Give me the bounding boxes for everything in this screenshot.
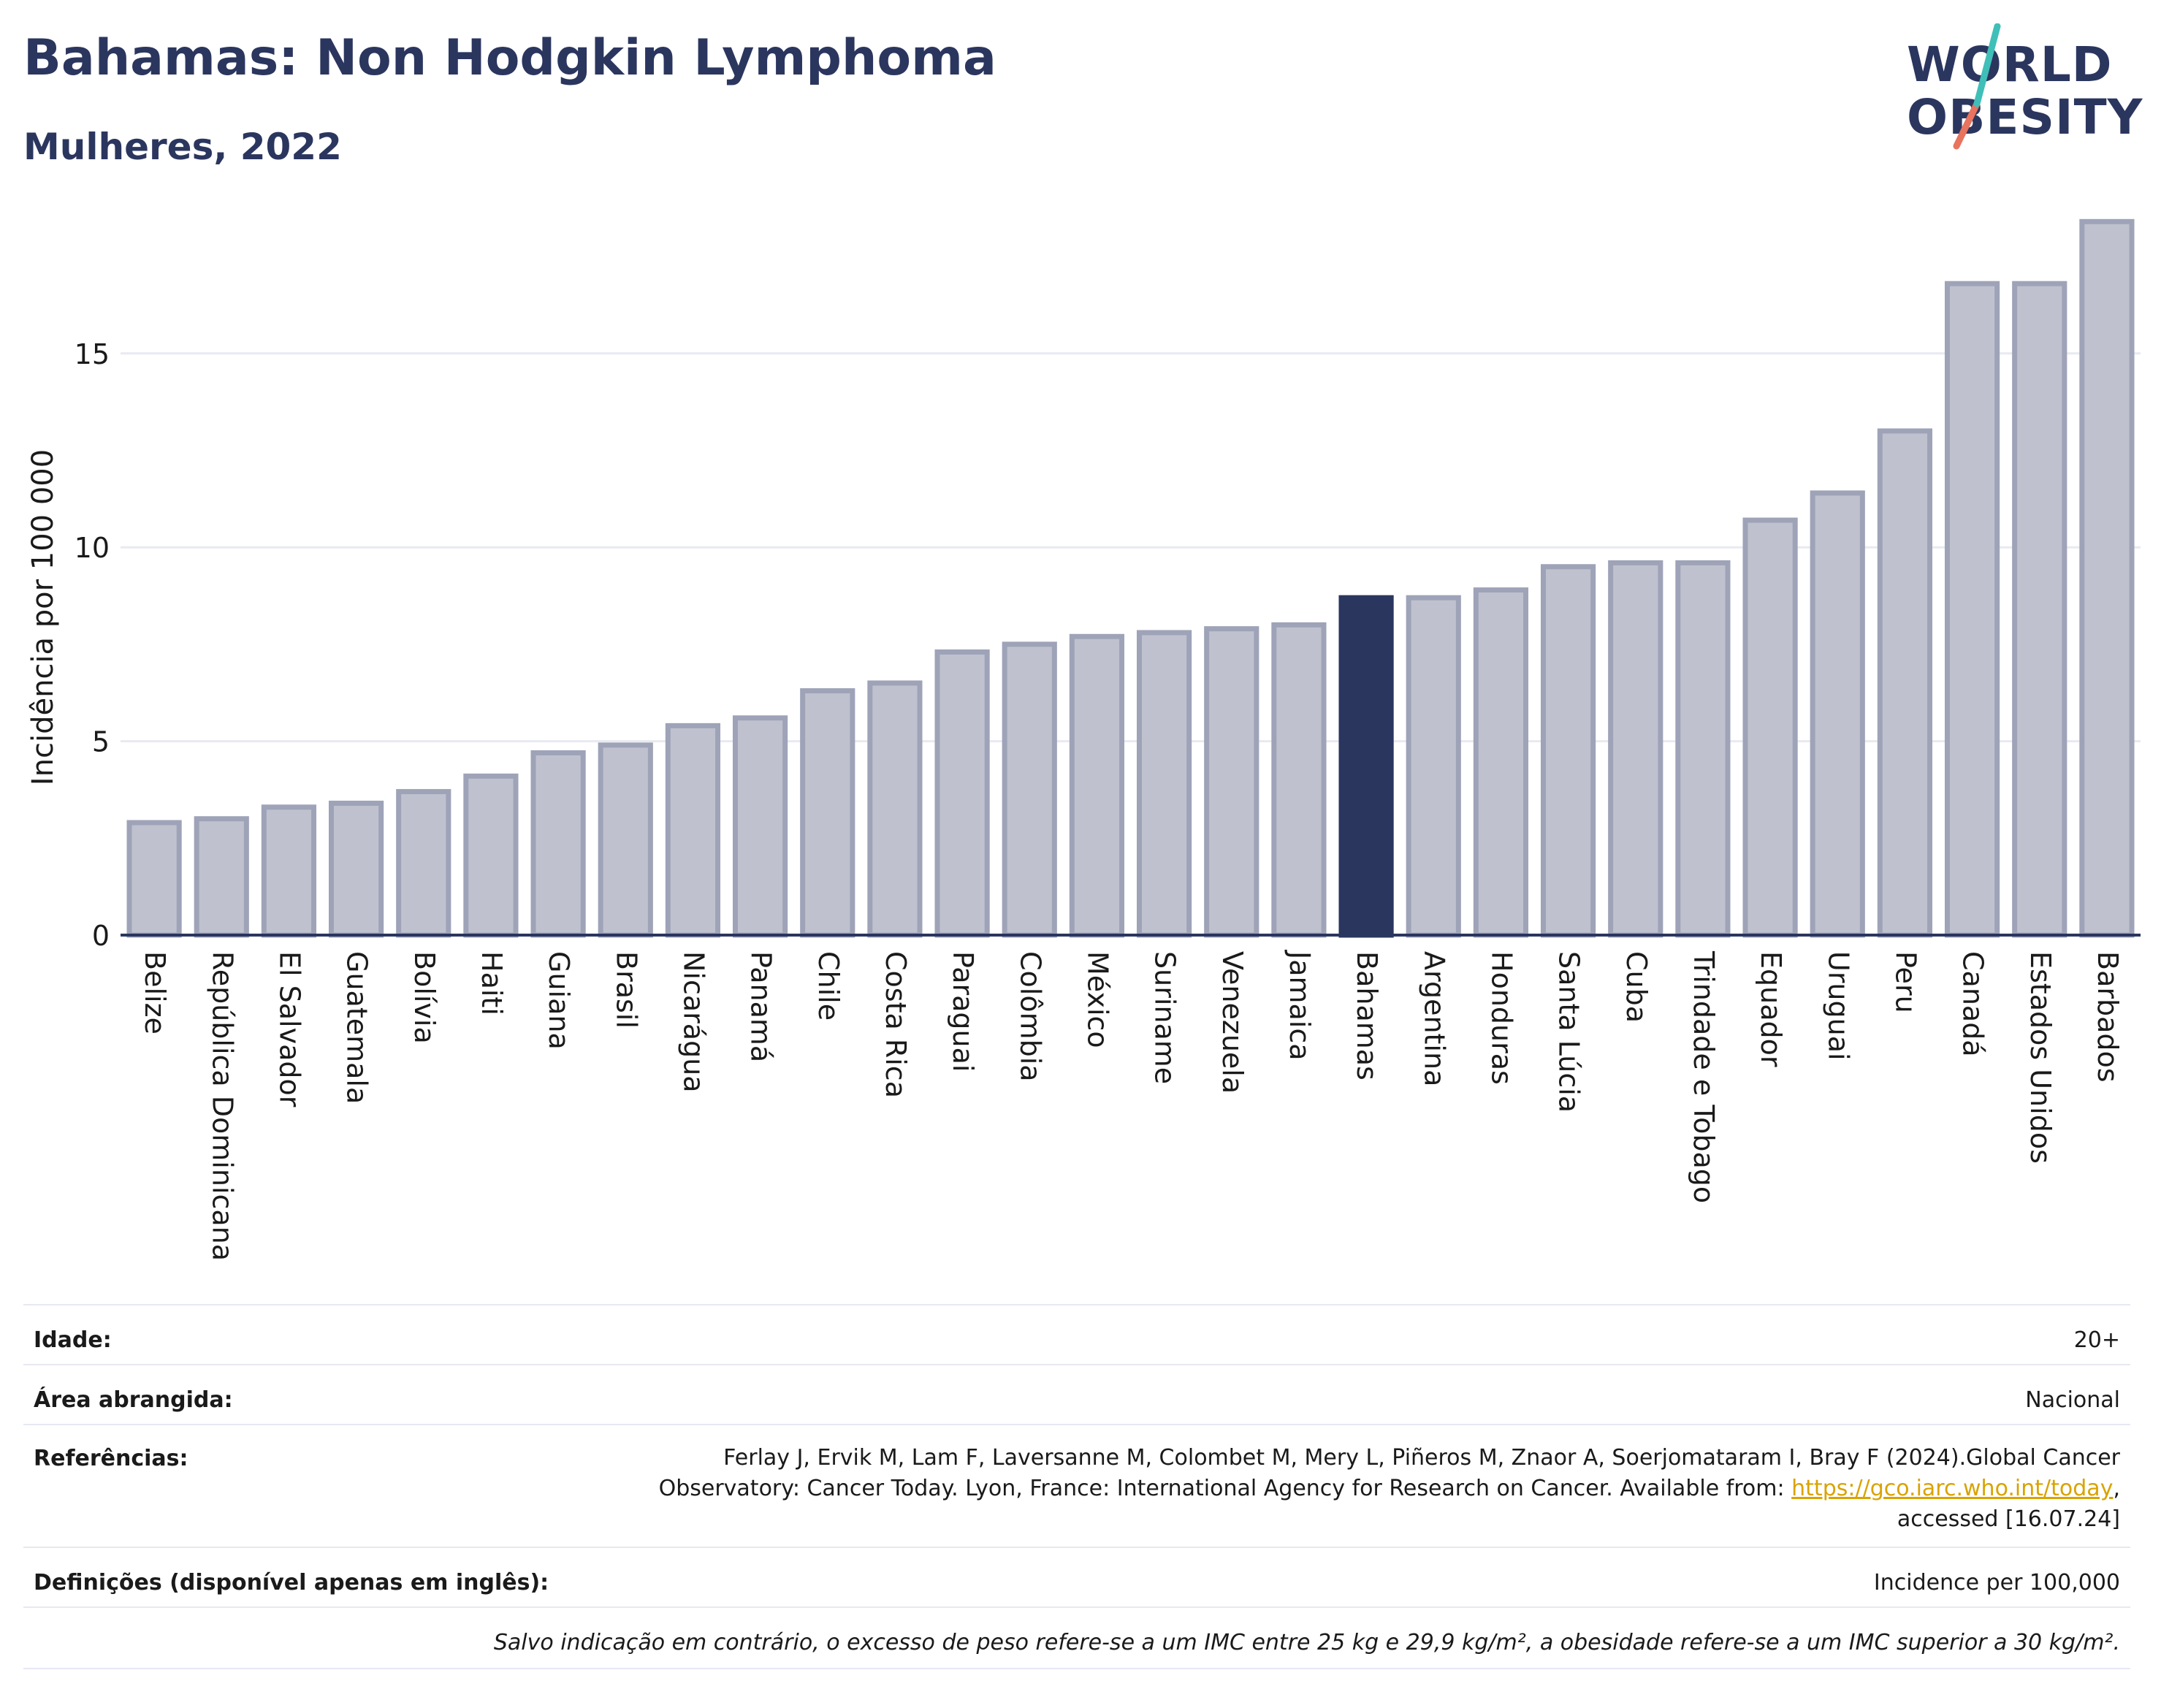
x-tick-label: Suriname bbox=[1149, 951, 1181, 1084]
world-obesity-logo: WORLD OBESITY bbox=[1907, 23, 2148, 155]
y-axis-label: Incidência por 100 000 bbox=[26, 449, 60, 785]
metadata-table: Idade: 20+ Área abrangida: Nacional Refe… bbox=[23, 1304, 2130, 1684]
y-tick-label: 0 bbox=[92, 920, 110, 952]
x-tick-label: Paraguai bbox=[947, 951, 979, 1072]
x-tick-label: Barbados bbox=[2092, 951, 2124, 1083]
age-value: 20+ bbox=[2073, 1327, 2120, 1353]
bar bbox=[2079, 218, 2135, 938]
references-value: Ferlay J, Ervik M, Lam F, Laversanne M, … bbox=[586, 1443, 2120, 1535]
bar bbox=[1069, 633, 1125, 938]
x-tick-label: Colômbia bbox=[1014, 951, 1046, 1082]
page-title: Bahamas: Non Hodgkin Lymphoma bbox=[23, 29, 996, 87]
bar bbox=[194, 816, 249, 938]
meta-row-references: Referências: Ferlay J, Ervik M, Lam F, L… bbox=[23, 1424, 2130, 1548]
bar bbox=[598, 742, 653, 938]
bar bbox=[1608, 560, 1663, 938]
x-tick-label: Trindade e Tobago bbox=[1688, 950, 1720, 1203]
bar bbox=[934, 649, 990, 938]
x-tick-label: Panamá bbox=[745, 951, 777, 1062]
bar bbox=[1742, 517, 1798, 938]
bar bbox=[1675, 560, 1731, 938]
bar bbox=[867, 680, 923, 938]
x-tick-label: Bolívia bbox=[408, 951, 441, 1044]
x-tick-label: Chile bbox=[812, 951, 845, 1021]
x-tick-label: Costa Rica bbox=[880, 951, 912, 1098]
bar bbox=[665, 723, 721, 938]
x-tick-label: Argentina bbox=[1418, 951, 1450, 1086]
bar bbox=[328, 801, 384, 938]
meta-row-age: Idade: 20+ bbox=[23, 1304, 2130, 1365]
x-tick-label: Equador bbox=[1755, 951, 1787, 1067]
bar bbox=[126, 820, 182, 938]
y-tick-label: 5 bbox=[92, 726, 110, 758]
bar bbox=[2012, 281, 2067, 938]
x-tick-label: México bbox=[1081, 951, 1113, 1048]
meta-row-definitions: Definições (disponível apenas em inglês)… bbox=[23, 1547, 2130, 1608]
bar bbox=[1406, 595, 1461, 938]
definitions-value: Incidence per 100,000 bbox=[1873, 1570, 2120, 1595]
x-tick-label: República Dominicana bbox=[206, 951, 238, 1261]
age-label: Idade: bbox=[34, 1327, 112, 1353]
x-tick-label: Honduras bbox=[1485, 951, 1517, 1085]
footnote: Salvo indicação em contrário, o excesso … bbox=[493, 1630, 2120, 1655]
logo-slash-icon bbox=[1953, 23, 2001, 150]
bar bbox=[1810, 490, 1865, 938]
x-tick-label: Belize bbox=[139, 951, 171, 1034]
bar bbox=[1271, 622, 1327, 938]
x-tick-label: Bahamas bbox=[1351, 951, 1383, 1080]
bar bbox=[732, 715, 788, 938]
bar bbox=[1877, 428, 1933, 938]
logo-line-1: WORLD bbox=[1907, 37, 2113, 93]
x-tick-label: Estados Unidos bbox=[2024, 951, 2057, 1164]
logo-line-2: OBESITY bbox=[1907, 89, 2143, 145]
definitions-label: Definições (disponível apenas em inglês)… bbox=[34, 1570, 549, 1595]
page-subtitle: Mulheres, 2022 bbox=[23, 126, 342, 168]
bar bbox=[1002, 641, 1057, 938]
y-tick-label: 10 bbox=[75, 532, 110, 564]
x-tick-label: Peru bbox=[1889, 951, 1921, 1013]
x-tick-label: Santa Lúcia bbox=[1553, 951, 1585, 1113]
bar bbox=[530, 750, 586, 938]
x-tick-label: Haiti bbox=[476, 951, 508, 1015]
references-line-3: accessed [16.07.24] bbox=[1897, 1506, 2120, 1532]
bar bbox=[800, 688, 855, 938]
y-tick-label: 15 bbox=[75, 338, 110, 370]
x-tick-label: Canadá bbox=[1957, 951, 1989, 1057]
references-link[interactable]: https://gco.iarc.who.int/today bbox=[1791, 1476, 2114, 1501]
x-tick-label: Brasil bbox=[610, 951, 642, 1029]
x-tick-label: Guatemala bbox=[341, 951, 373, 1104]
x-tick-label: Jamaica bbox=[1284, 950, 1316, 1061]
area-label: Área abrangida: bbox=[34, 1387, 233, 1413]
references-line-1: Ferlay J, Ervik M, Lam F, Laversanne M, … bbox=[723, 1445, 2120, 1471]
bar bbox=[1338, 595, 1394, 938]
bar bbox=[1944, 281, 2000, 938]
area-value: Nacional bbox=[2025, 1387, 2120, 1413]
bar-chart: 0 5 10 15 Incidência por 100 000 Belize Repúbl… bbox=[26, 218, 2141, 1261]
x-tick-label: Nicarágua bbox=[677, 951, 709, 1093]
x-tick-label: Uruguai bbox=[1822, 951, 1854, 1061]
references-label: Referências: bbox=[34, 1446, 188, 1471]
bar bbox=[1204, 626, 1259, 938]
meta-row-area: Área abrangida: Nacional bbox=[23, 1364, 2130, 1425]
bar bbox=[261, 804, 317, 938]
x-tick-label: El Salvador bbox=[273, 951, 305, 1107]
bar bbox=[1473, 587, 1529, 938]
x-tick-label: Venezuela bbox=[1216, 951, 1249, 1094]
references-line-2: Observatory: Cancer Today. Lyon, France:… bbox=[658, 1476, 2120, 1501]
x-tick-label: Guiana bbox=[543, 951, 575, 1050]
x-tick-label: Cuba bbox=[1620, 951, 1653, 1023]
bar bbox=[1540, 564, 1596, 938]
meta-row-footnote: Salvo indicação em contrário, o excesso … bbox=[23, 1606, 2130, 1669]
bar bbox=[396, 789, 451, 938]
bar bbox=[463, 773, 519, 938]
bar bbox=[1136, 630, 1192, 938]
